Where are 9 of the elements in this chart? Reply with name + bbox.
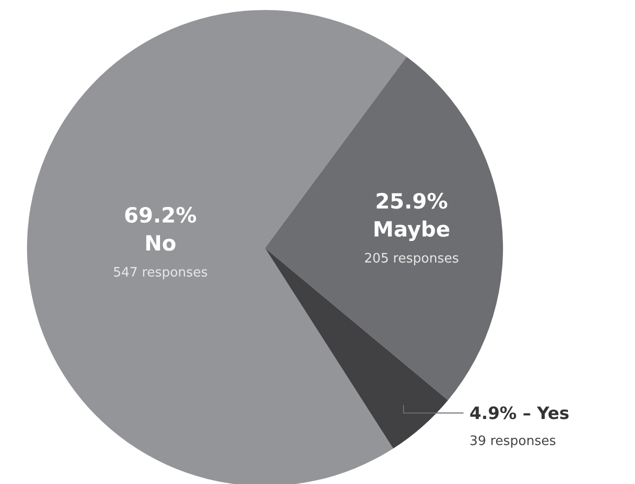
slice-label: 4.9% – Yes bbox=[470, 404, 570, 424]
text: 547 responses bbox=[112, 265, 208, 280]
data-label: 25.9% bbox=[375, 189, 448, 214]
slice-label: No bbox=[144, 231, 176, 256]
text: 39 responses bbox=[470, 434, 556, 450]
data-label: 69.2% bbox=[124, 203, 197, 228]
slice-label: Maybe bbox=[372, 217, 450, 242]
pie-slice bbox=[265, 56, 503, 400]
text: 205 responses bbox=[364, 251, 460, 266]
